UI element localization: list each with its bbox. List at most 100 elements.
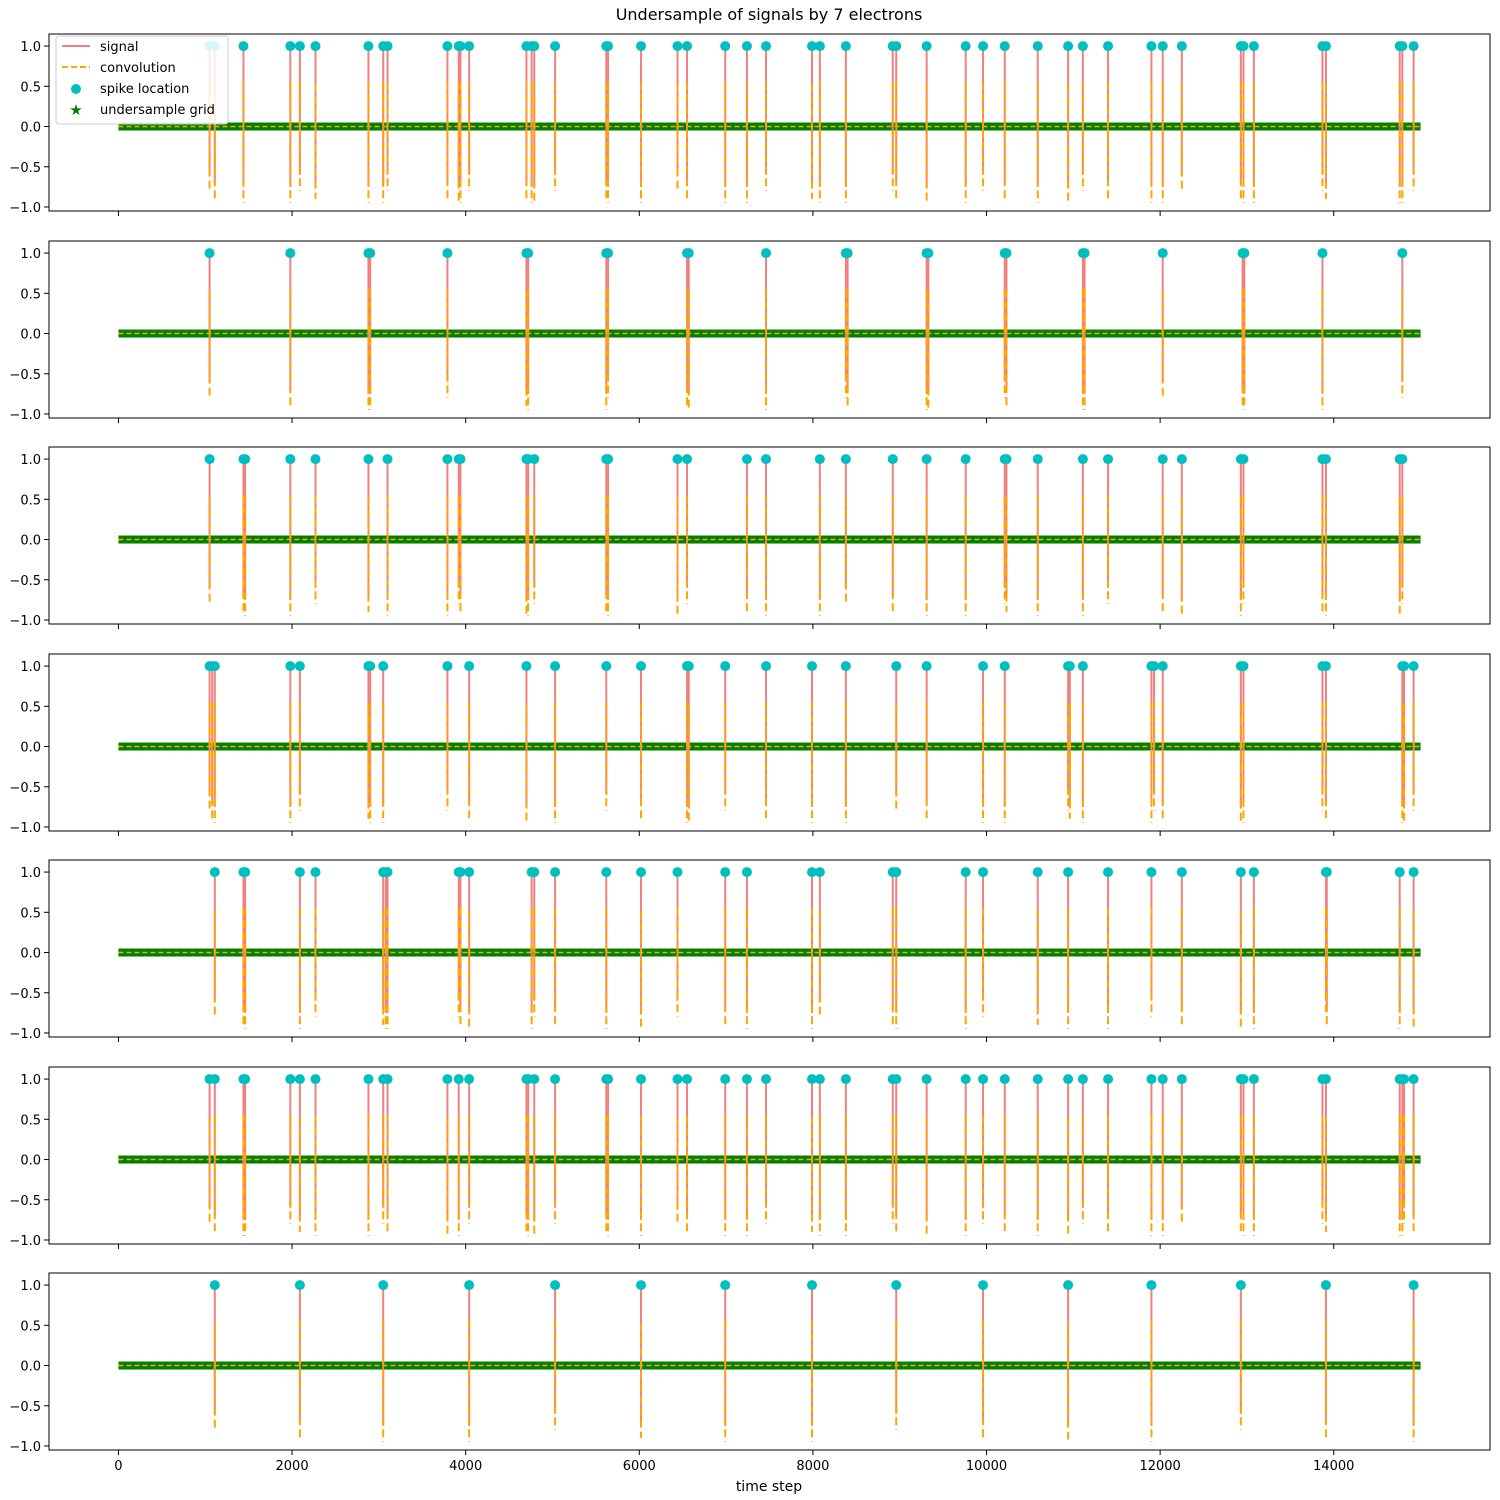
spike-location-point: [1317, 248, 1328, 259]
spike-location-point: [294, 867, 305, 878]
spike-location-point: [1238, 661, 1249, 672]
spike-location-point: [204, 454, 215, 465]
spike-location-point: [529, 454, 540, 465]
spike-location-point: [814, 454, 825, 465]
y-tick-label: 0.0: [20, 947, 41, 962]
spike-location-point: [1146, 1280, 1157, 1291]
spike-location-point: [807, 1280, 818, 1291]
spike-location-point: [1235, 1280, 1246, 1291]
spike-location-point: [1146, 867, 1157, 878]
y-tick-label: 0.5: [20, 287, 41, 302]
spike-location-point: [1032, 867, 1043, 878]
spike-location-point: [1063, 41, 1074, 52]
spike-location-point: [1397, 248, 1408, 259]
spike-location-point: [601, 661, 612, 672]
y-tick-label: 0.5: [20, 1113, 41, 1128]
spike-location-point: [209, 1074, 220, 1085]
spike-location-point: [1077, 661, 1088, 672]
spike-location-point: [603, 248, 614, 259]
spike-location-point: [365, 661, 376, 672]
y-tick-label: 0.0: [20, 121, 41, 136]
spike-location-point: [672, 867, 683, 878]
y-tick-label: 0.5: [20, 906, 41, 921]
y-tick-label: −1.0: [9, 614, 41, 629]
spike-location-point: [1157, 1074, 1168, 1085]
y-tick-label: 1.0: [20, 660, 41, 675]
spike-location-point: [1103, 867, 1114, 878]
spike-location-point: [209, 1280, 220, 1291]
spike-location-point: [1176, 454, 1187, 465]
spike-location-point: [814, 1074, 825, 1085]
spike-location-point: [683, 661, 694, 672]
spike-location-point: [382, 41, 393, 52]
spike-location-point: [550, 1280, 561, 1291]
spike-location-point: [978, 867, 989, 878]
spike-location-point: [1320, 454, 1331, 465]
spike-location-point: [1146, 41, 1157, 52]
spike-location-point: [672, 1074, 683, 1085]
spike-location-point: [672, 454, 683, 465]
spike-location-point: [636, 1280, 647, 1291]
spike-location-point: [887, 454, 898, 465]
spike-location-point: [636, 661, 647, 672]
legend-label-convolution: convolution: [100, 61, 176, 76]
spike-location-point: [1248, 867, 1259, 878]
subplot-5: 1.0 0.5 0.0 −0.5 −1.0: [9, 859, 1491, 1042]
spike-location-point: [960, 454, 971, 465]
spike-location-point: [999, 1074, 1010, 1085]
spike-location-point: [1032, 41, 1043, 52]
x-tick-label: 4000: [449, 1459, 482, 1474]
spike-location-point: [285, 41, 296, 52]
spike-location-point: [442, 454, 453, 465]
x-tick-label: 14000: [1313, 1459, 1354, 1474]
y-tick-label: −0.5: [9, 161, 41, 176]
spike-location-point: [378, 661, 389, 672]
spike-location-point: [891, 1280, 902, 1291]
legend-label-spike-location: spike location: [100, 82, 189, 97]
spike-location-point: [807, 661, 818, 672]
spike-location-point: [382, 454, 393, 465]
spike-location-point: [442, 41, 453, 52]
plot-area-frame: [48, 1272, 1491, 1451]
spike-location-point: [455, 454, 466, 465]
y-tick-label: 0.0: [20, 534, 41, 549]
y-tick-label: −1.0: [9, 1440, 41, 1455]
spike-location-point: [741, 41, 752, 52]
y-tick-label: −0.5: [9, 1194, 41, 1209]
spike-location-point: [1001, 248, 1012, 259]
subplot-1: 1.0 0.5 0.0 −0.5 −1.0: [9, 33, 1491, 216]
spike-location-point: [363, 41, 374, 52]
spike-location-point: [363, 1074, 374, 1085]
y-tick-label: 0.5: [20, 80, 41, 95]
spike-location-point: [891, 867, 902, 878]
spike-location-point: [1408, 1074, 1419, 1085]
spike-location-point: [601, 867, 612, 878]
spike-location-point: [807, 41, 818, 52]
y-tick-label: −1.0: [9, 1234, 41, 1249]
y-tick-label: −0.5: [9, 574, 41, 589]
spike-location-point: [1408, 41, 1419, 52]
chart-legend: signal convolution spike location ★ undersam…: [55, 35, 229, 125]
spike-location-point: [960, 1074, 971, 1085]
spike-location-point: [840, 454, 851, 465]
plot-area-frame: [48, 240, 1491, 419]
subplot-4: 1.0 0.5 0.0 −0.5 −1.0: [9, 653, 1491, 836]
spike-location-point: [455, 41, 466, 52]
y-tick-label: 1.0: [20, 40, 41, 55]
spike-location-point: [1408, 1280, 1419, 1291]
legend-label-undersample-grid: undersample grid: [100, 103, 215, 118]
spike-location-point: [720, 1280, 731, 1291]
spike-location-point: [682, 1074, 693, 1085]
spike-location-point: [529, 41, 540, 52]
y-tick-label: −0.5: [9, 987, 41, 1002]
spike-location-point: [1103, 454, 1114, 465]
y-tick-label: 1.0: [20, 866, 41, 881]
spike-location-point: [550, 1074, 561, 1085]
spike-location-point: [240, 867, 251, 878]
spike-location-point: [1397, 454, 1408, 465]
spike-location-point: [1149, 661, 1160, 672]
spike-location-point: [761, 661, 772, 672]
spike-location-point: [1238, 1074, 1249, 1085]
spike-location-point: [1146, 1074, 1157, 1085]
spike-location-point: [464, 867, 475, 878]
